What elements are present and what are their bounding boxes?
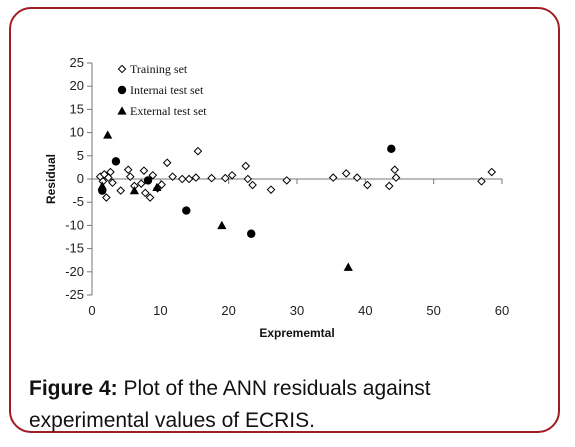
- data-point-series-1: [125, 172, 135, 181]
- data-point-series-1: [207, 173, 216, 183]
- legend-label-series-2: Internai test set: [130, 83, 204, 97]
- data-point-series-1: [227, 170, 237, 180]
- data-point-series-1: [282, 176, 292, 185]
- data-point-series-1: [145, 193, 155, 202]
- data-point-series-1: [102, 193, 111, 202]
- data-point-series-1: [341, 169, 351, 178]
- legend-label-series-3: External test set: [130, 104, 207, 118]
- data-point-series-1: [116, 186, 126, 195]
- data-point-series-1: [184, 174, 194, 184]
- data-point-series-1: [139, 166, 149, 175]
- figure-frame: 25 20 15 10 5 0 -5 -10 -15 -20 -25 0 10 20 30 40 50 60 Exp…: [9, 7, 560, 433]
- data-point-series-3: [152, 182, 162, 192]
- data-point-series-1: [162, 158, 172, 168]
- y-tick-label: -5: [72, 194, 84, 209]
- data-point-series-3: [103, 130, 113, 139]
- data-point-series-2: [143, 176, 153, 185]
- legend-label-series-1: Training set: [130, 62, 188, 76]
- data-point-series-1: [148, 170, 158, 180]
- y-tick-label: -25: [65, 287, 84, 302]
- figure-caption: Figure 4: Plot of the ANN residuals agai…: [29, 373, 549, 437]
- data-point-series-1: [477, 177, 486, 186]
- x-tick-label: 10: [153, 303, 167, 318]
- y-tick-label: 20: [70, 78, 84, 93]
- data-point-series-1: [390, 165, 400, 175]
- chart-panel: 25 20 15 10 5 0 -5 -10 -15 -20 -25 0 10 20 30 40 50 60 Exp…: [33, 55, 551, 351]
- caption-label: Figure 4:: [29, 377, 118, 400]
- data-point-series-2: [182, 206, 191, 215]
- data-point-series-1: [248, 180, 257, 190]
- y-tick-label: 25: [70, 55, 84, 70]
- caption-text: Plot of the ANN residuals against experi…: [29, 377, 431, 432]
- data-point-series-1: [157, 180, 167, 189]
- data-point-series-3: [97, 181, 107, 190]
- data-point-series-1: [266, 185, 276, 194]
- data-point-series-1: [193, 146, 203, 156]
- y-axis-title: Residual: [44, 154, 58, 204]
- legend-marker-series-1: [117, 64, 127, 74]
- data-point-series-1: [328, 173, 338, 182]
- data-point-series-1: [241, 161, 251, 171]
- data-point-series-1: [363, 180, 372, 190]
- x-tick-label: 20: [221, 303, 235, 318]
- data-point-series-2: [111, 157, 121, 166]
- x-tick-label: 40: [358, 303, 372, 318]
- x-tick-label: 30: [290, 303, 304, 318]
- data-point-series-1: [136, 179, 146, 188]
- x-tick-label: 50: [426, 303, 440, 318]
- data-point-series-2: [247, 229, 256, 238]
- y-tick-label: 15: [70, 101, 84, 116]
- data-point-series-1: [168, 172, 177, 181]
- data-point-series-1: [140, 188, 150, 198]
- data-point-series-1: [123, 165, 133, 175]
- data-point-series-1: [220, 173, 230, 183]
- y-tick-label: -20: [65, 264, 84, 279]
- legend-marker-series-3: [117, 106, 127, 115]
- y-tick-label: 5: [77, 148, 84, 163]
- data-point-series-1: [108, 178, 117, 188]
- data-point-series-1: [243, 174, 253, 184]
- data-point-series-3: [217, 220, 227, 230]
- data-point-series-3: [129, 186, 139, 195]
- data-point-series-1: [487, 167, 497, 177]
- data-point-series-1: [177, 174, 187, 184]
- data-point-series-1: [352, 173, 362, 182]
- data-point-series-1: [384, 181, 394, 191]
- data-point-series-1: [106, 167, 115, 177]
- x-tick-label: 60: [495, 303, 509, 318]
- y-tick-label: -15: [65, 241, 84, 256]
- legend-marker-series-2: [117, 85, 127, 95]
- data-point-series-1: [191, 173, 201, 182]
- y-tick-label: -10: [65, 217, 84, 232]
- y-tick-label: 0: [77, 171, 84, 186]
- data-point-series-1: [391, 173, 401, 182]
- y-tick-label: 10: [70, 125, 84, 140]
- data-point-series-2: [387, 144, 396, 154]
- x-tick-label: 0: [88, 303, 95, 318]
- data-point-series-3: [343, 262, 353, 271]
- x-axis-title: Exprememtal: [259, 326, 334, 340]
